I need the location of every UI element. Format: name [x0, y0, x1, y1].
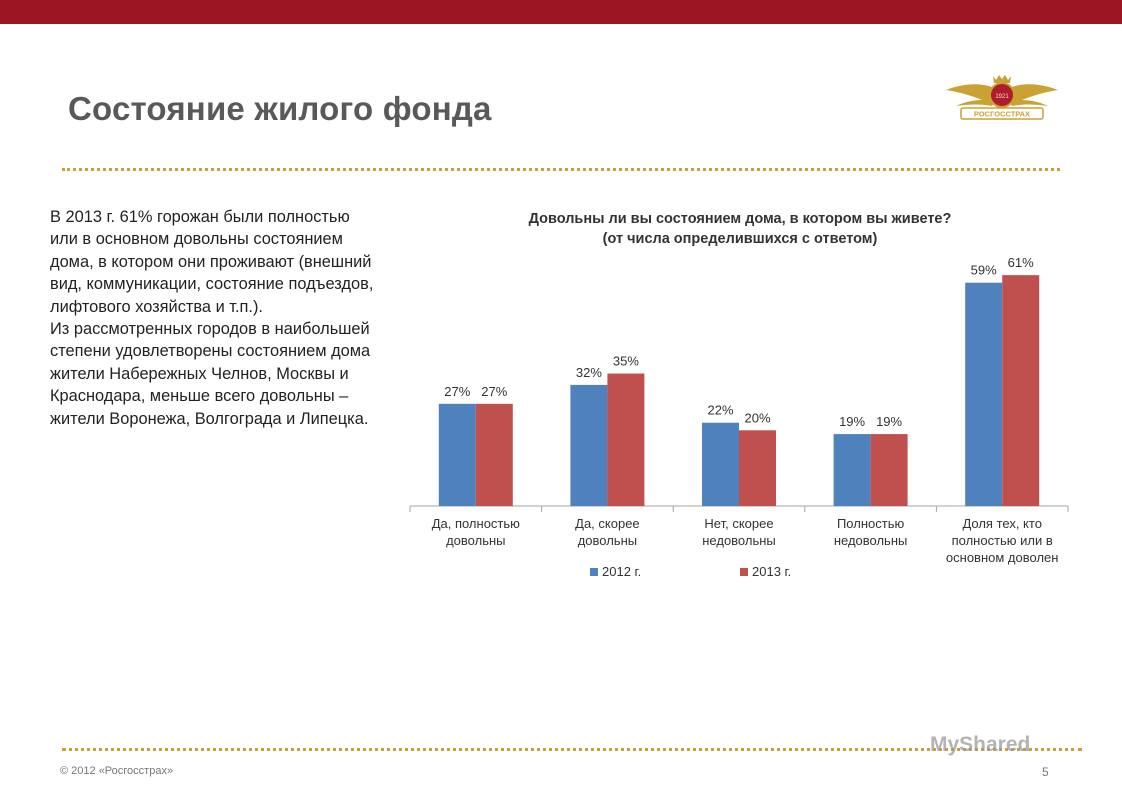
category-label: недовольны	[834, 533, 908, 548]
data-label: 19%	[876, 414, 902, 429]
legend-label: 2013 г.	[752, 564, 791, 579]
bar-2012	[438, 403, 476, 506]
chart-title-block: Довольны ли вы состоянием дома, в которо…	[430, 209, 1050, 249]
category-label: недовольны	[702, 533, 776, 548]
category-label: Да, полностью	[432, 516, 520, 531]
bar-2013	[739, 430, 776, 506]
data-label: 27%	[444, 384, 470, 399]
data-label: 20%	[744, 410, 770, 425]
category-label: Нет, скорее	[704, 516, 773, 531]
summary-paragraph-1: В 2013 г. 61% горожан были полностью или…	[50, 208, 374, 316]
top-dotted-divider	[62, 168, 1060, 171]
data-label: 32%	[576, 365, 602, 380]
data-label: 61%	[1008, 255, 1034, 270]
bar-2012	[702, 422, 739, 506]
bar-2013	[607, 373, 645, 506]
category-label: Доля тех, кто	[962, 516, 1041, 531]
page-number: 5	[1042, 765, 1049, 779]
bar-2013	[1002, 275, 1040, 506]
legend-swatch	[740, 568, 748, 576]
footer-copyright: © 2012 «Росгосстрах»	[60, 765, 174, 777]
data-label: 59%	[971, 263, 997, 278]
category-label: Да, скорее	[575, 516, 640, 531]
chart-subtitle: (от числа определившихся с ответом)	[602, 231, 878, 247]
bottom-dotted-divider	[62, 748, 1082, 751]
bar-2013	[475, 403, 513, 506]
data-label: 19%	[839, 414, 865, 429]
bar-2013	[870, 434, 908, 506]
page-title: Состояние жилого фонда	[68, 90, 492, 127]
rosgosstrakh-logo: 1921 РОСГОССТРАХ	[946, 75, 1058, 120]
bar-2012	[965, 282, 1003, 506]
svg-text:РОСГОССТРАХ: РОСГОССТРАХ	[974, 110, 1030, 119]
category-label: основном доволен	[946, 550, 1059, 565]
category-label: полностью или в	[952, 533, 1053, 548]
bar-chart: 27% 27% Да, полностью довольны 32% 35% Да, ско…	[409, 255, 1069, 579]
chart-title: Довольны ли вы состоянием дома, в которо…	[528, 211, 952, 227]
legend-label: 2012 г.	[602, 564, 641, 579]
svg-text:1921: 1921	[995, 94, 1009, 100]
data-label: 27%	[481, 384, 507, 399]
summary-paragraph-2: Из рассмотренных городов в наибольшей ст…	[50, 320, 371, 428]
top-accent-bar	[0, 0, 1122, 24]
data-label: 22%	[707, 403, 733, 418]
watermark: MyShared	[930, 733, 1031, 756]
legend-swatch	[590, 568, 598, 576]
bar-2012	[833, 434, 871, 506]
category-label: довольны	[446, 533, 505, 548]
summary-text: В 2013 г. 61% горожан были полностью или…	[50, 206, 380, 430]
bar-2012	[570, 384, 608, 506]
category-label: довольны	[578, 533, 637, 548]
category-label: Полностью	[837, 516, 905, 531]
data-label: 35%	[613, 354, 639, 369]
